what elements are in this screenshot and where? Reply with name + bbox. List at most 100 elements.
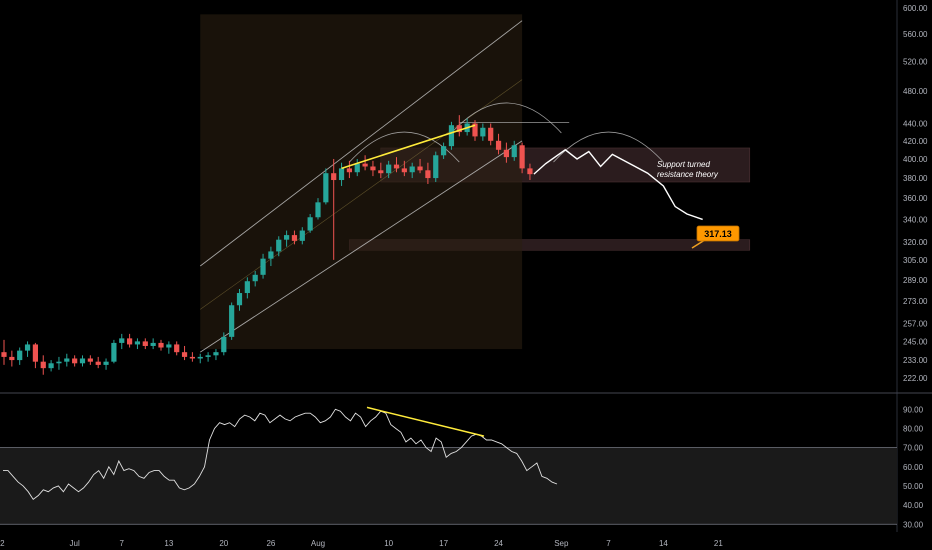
candle-body-16 [127, 338, 133, 345]
wedge-fill [200, 14, 523, 350]
candle-body-11 [87, 358, 93, 362]
x-tick-label-4: 20 [219, 539, 228, 548]
candle-body-39 [307, 217, 313, 231]
candle-body-4 [32, 344, 38, 362]
candle-body-53 [417, 166, 423, 171]
y-tick-label-16: 233.00 [903, 356, 928, 365]
candle-body-57 [448, 125, 455, 147]
candle-body-45 [354, 163, 360, 173]
y-tick-label-4: 440.00 [903, 120, 928, 129]
candle-body-10 [79, 358, 86, 364]
candlestick-series [1, 115, 533, 375]
candle-body-38 [299, 230, 305, 241]
candle-body-30 [236, 293, 243, 306]
candle-body-20 [158, 342, 164, 348]
candle-body-67 [527, 168, 533, 175]
annotation-line-1: Support turned [657, 160, 710, 169]
price-badge-label: 317.13 [704, 229, 732, 239]
rsi-y-tick-label-0: 90.00 [903, 405, 924, 414]
candle-body-58 [456, 125, 462, 133]
candle-body-18 [142, 341, 148, 346]
candle-body-2 [17, 350, 23, 361]
candle-body-22 [174, 344, 180, 353]
rsi-band [0, 447, 897, 525]
candle-body-37 [291, 235, 298, 241]
candle-body-66 [519, 145, 525, 169]
y-tick-label-7: 380.00 [903, 174, 928, 183]
candle-body-9 [72, 358, 78, 364]
projection-path [533, 148, 703, 221]
candle-body-13 [103, 361, 109, 365]
candle-body-46 [362, 163, 368, 167]
x-tick-label-0: 22 [0, 539, 5, 548]
candle-body-33 [260, 258, 266, 275]
candle-body-1 [9, 356, 15, 361]
candle-body-31 [244, 281, 250, 294]
candle-body-48 [378, 170, 384, 174]
candle-body-14 [111, 342, 117, 362]
candle-body-44 [346, 168, 352, 173]
y-tick-label-8: 360.00 [903, 194, 928, 203]
candle-body-63 [495, 140, 502, 150]
candle-body-61 [480, 127, 486, 137]
rsi-yellow-trendline [366, 406, 485, 437]
rsi-trendline [366, 406, 485, 437]
price-y-axis: 600.00 560.00 520.00 480.00 440.00 420.00 400.… [903, 4, 928, 383]
rsi-levels [0, 447, 897, 525]
y-tick-label-11: 305.00 [903, 256, 928, 265]
candle-body-27 [213, 352, 219, 356]
candle-body-51 [401, 168, 407, 173]
y-tick-label-6: 400.00 [903, 155, 928, 164]
projection-line [533, 148, 703, 221]
rsi-y-axis: 90.00 80.00 70.00 60.00 50.00 40.00 30.00 [903, 405, 924, 529]
x-tick-label-5: 26 [266, 539, 275, 548]
rsi-line [3, 408, 558, 501]
y-tick-label-2: 520.00 [903, 57, 928, 66]
rsi-y-tick-label-2: 70.00 [903, 444, 924, 453]
candle-body-43 [338, 168, 345, 181]
rsi-series [3, 408, 558, 501]
candle-body-56 [441, 146, 447, 156]
candle-body-28 [221, 336, 227, 353]
x-tick-label-11: 7 [606, 539, 611, 548]
candle-body-54 [425, 170, 431, 179]
candle-body-40 [315, 202, 321, 218]
candle-body-8 [64, 358, 70, 362]
x-tick-label-3: 13 [164, 539, 173, 548]
price-badge-box [696, 225, 740, 242]
price-badge: 317.13 [691, 225, 740, 249]
y-tick-label-3: 480.00 [903, 87, 928, 96]
x-tick-label-1: Jul [70, 539, 80, 548]
candle-body-21 [166, 344, 172, 348]
price-trendline [341, 124, 476, 170]
y-tick-label-12: 289.00 [903, 276, 928, 285]
candle-body-29 [229, 305, 235, 337]
candle-body-3 [24, 344, 31, 351]
candle-body-42 [331, 173, 337, 181]
candle-body-15 [119, 338, 125, 343]
annotation-line-2: resistance theory [657, 170, 719, 179]
y-tick-label-17: 222.00 [903, 374, 928, 383]
candle-body-7 [56, 361, 62, 364]
head-shoulders-arcs [349, 102, 664, 163]
x-tick-label-10: Sep [554, 539, 569, 548]
channel-mid-line [200, 79, 523, 310]
candle-body-0 [1, 352, 7, 357]
rsi-y-tick-label-6: 30.00 [903, 520, 924, 529]
rsi-y-tick-label-4: 50.00 [903, 482, 924, 491]
candle-body-25 [197, 356, 203, 359]
y-tick-label-0: 600.00 [903, 4, 928, 13]
candle-body-34 [268, 251, 274, 259]
candle-body-26 [205, 355, 211, 357]
candle-body-41 [323, 173, 329, 203]
candle-body-5 [40, 361, 46, 369]
price-channel [199, 20, 523, 353]
candle-body-6 [48, 363, 54, 369]
channel-upper-line [199, 20, 523, 267]
candle-body-32 [252, 274, 258, 282]
x-tick-label-8: 17 [439, 539, 448, 548]
y-tick-label-15: 245.00 [903, 337, 928, 346]
time-axis: 22 Jul 7 13 20 26 Aug 10 17 24 Sep 7 14 21 [0, 539, 723, 548]
candle-body-24 [189, 356, 195, 359]
